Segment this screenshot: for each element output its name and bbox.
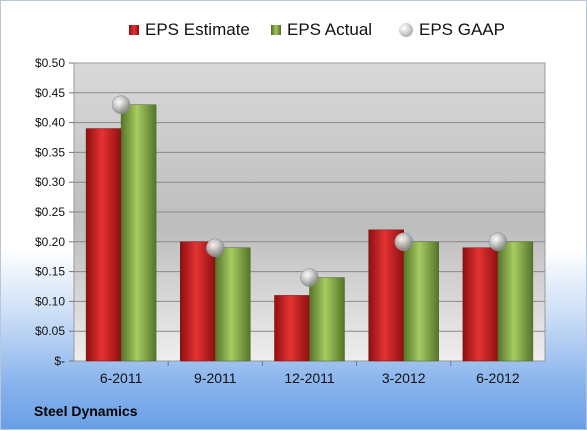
bar-eps-actual — [120, 104, 157, 362]
bar-eps-estimate — [368, 229, 404, 362]
y-tick-label: $0.40 — [35, 116, 65, 130]
legend-swatch-eps-estimate — [129, 25, 139, 35]
x-tick-label: 3-2012 — [382, 370, 426, 386]
marker-eps-gaap — [300, 268, 319, 287]
legend-swatch-eps-actual — [271, 25, 281, 35]
y-tick-label: $0.35 — [35, 145, 65, 159]
company-name: Steel Dynamics — [34, 403, 138, 419]
bar-eps-actual — [403, 241, 439, 362]
y-tick-label: $0.05 — [35, 324, 65, 338]
x-tick-label: 6-2011 — [100, 370, 143, 386]
y-tick-label: $0.20 — [35, 235, 65, 249]
legend-item-eps-actual: EPS Actual — [271, 17, 372, 43]
legend-marker-eps-gaap — [399, 23, 413, 37]
y-tick-label: $0.45 — [35, 86, 65, 100]
legend-label-eps-gaap: EPS GAAP — [419, 20, 505, 39]
y-tick-label: $0.25 — [35, 205, 65, 219]
legend: EPS Estimate EPS Actual EPS GAAP — [1, 17, 587, 43]
marker-eps-gaap — [394, 232, 413, 252]
y-tick-label: $0.10 — [35, 294, 65, 308]
y-tick-label: $0.30 — [35, 175, 65, 189]
y-tick-label: $0.15 — [35, 265, 65, 279]
marker-eps-gaap — [111, 95, 131, 114]
y-tick-label: $0.50 — [35, 56, 65, 70]
x-tick-label: 6-2012 — [476, 370, 520, 386]
x-tick-label: 12-2011 — [284, 370, 335, 386]
bar-eps-actual — [215, 247, 251, 362]
bar-eps-estimate — [85, 128, 122, 362]
bar-eps-estimate — [180, 241, 216, 362]
bar-eps-estimate — [462, 247, 499, 362]
y-tick-label: $- — [54, 354, 65, 368]
bar-eps-actual — [497, 241, 534, 362]
bar-eps-estimate — [274, 295, 310, 362]
bar-eps-actual — [309, 277, 345, 362]
legend-item-eps-gaap: EPS GAAP — [399, 17, 505, 43]
x-tick-label: 9-2011 — [194, 370, 237, 386]
legend-item-eps-estimate: EPS Estimate — [129, 17, 250, 43]
legend-label-eps-actual: EPS Actual — [287, 20, 373, 39]
marker-eps-gaap — [488, 232, 508, 252]
legend-label-eps-estimate: EPS Estimate — [145, 20, 250, 39]
marker-eps-gaap — [206, 238, 225, 258]
